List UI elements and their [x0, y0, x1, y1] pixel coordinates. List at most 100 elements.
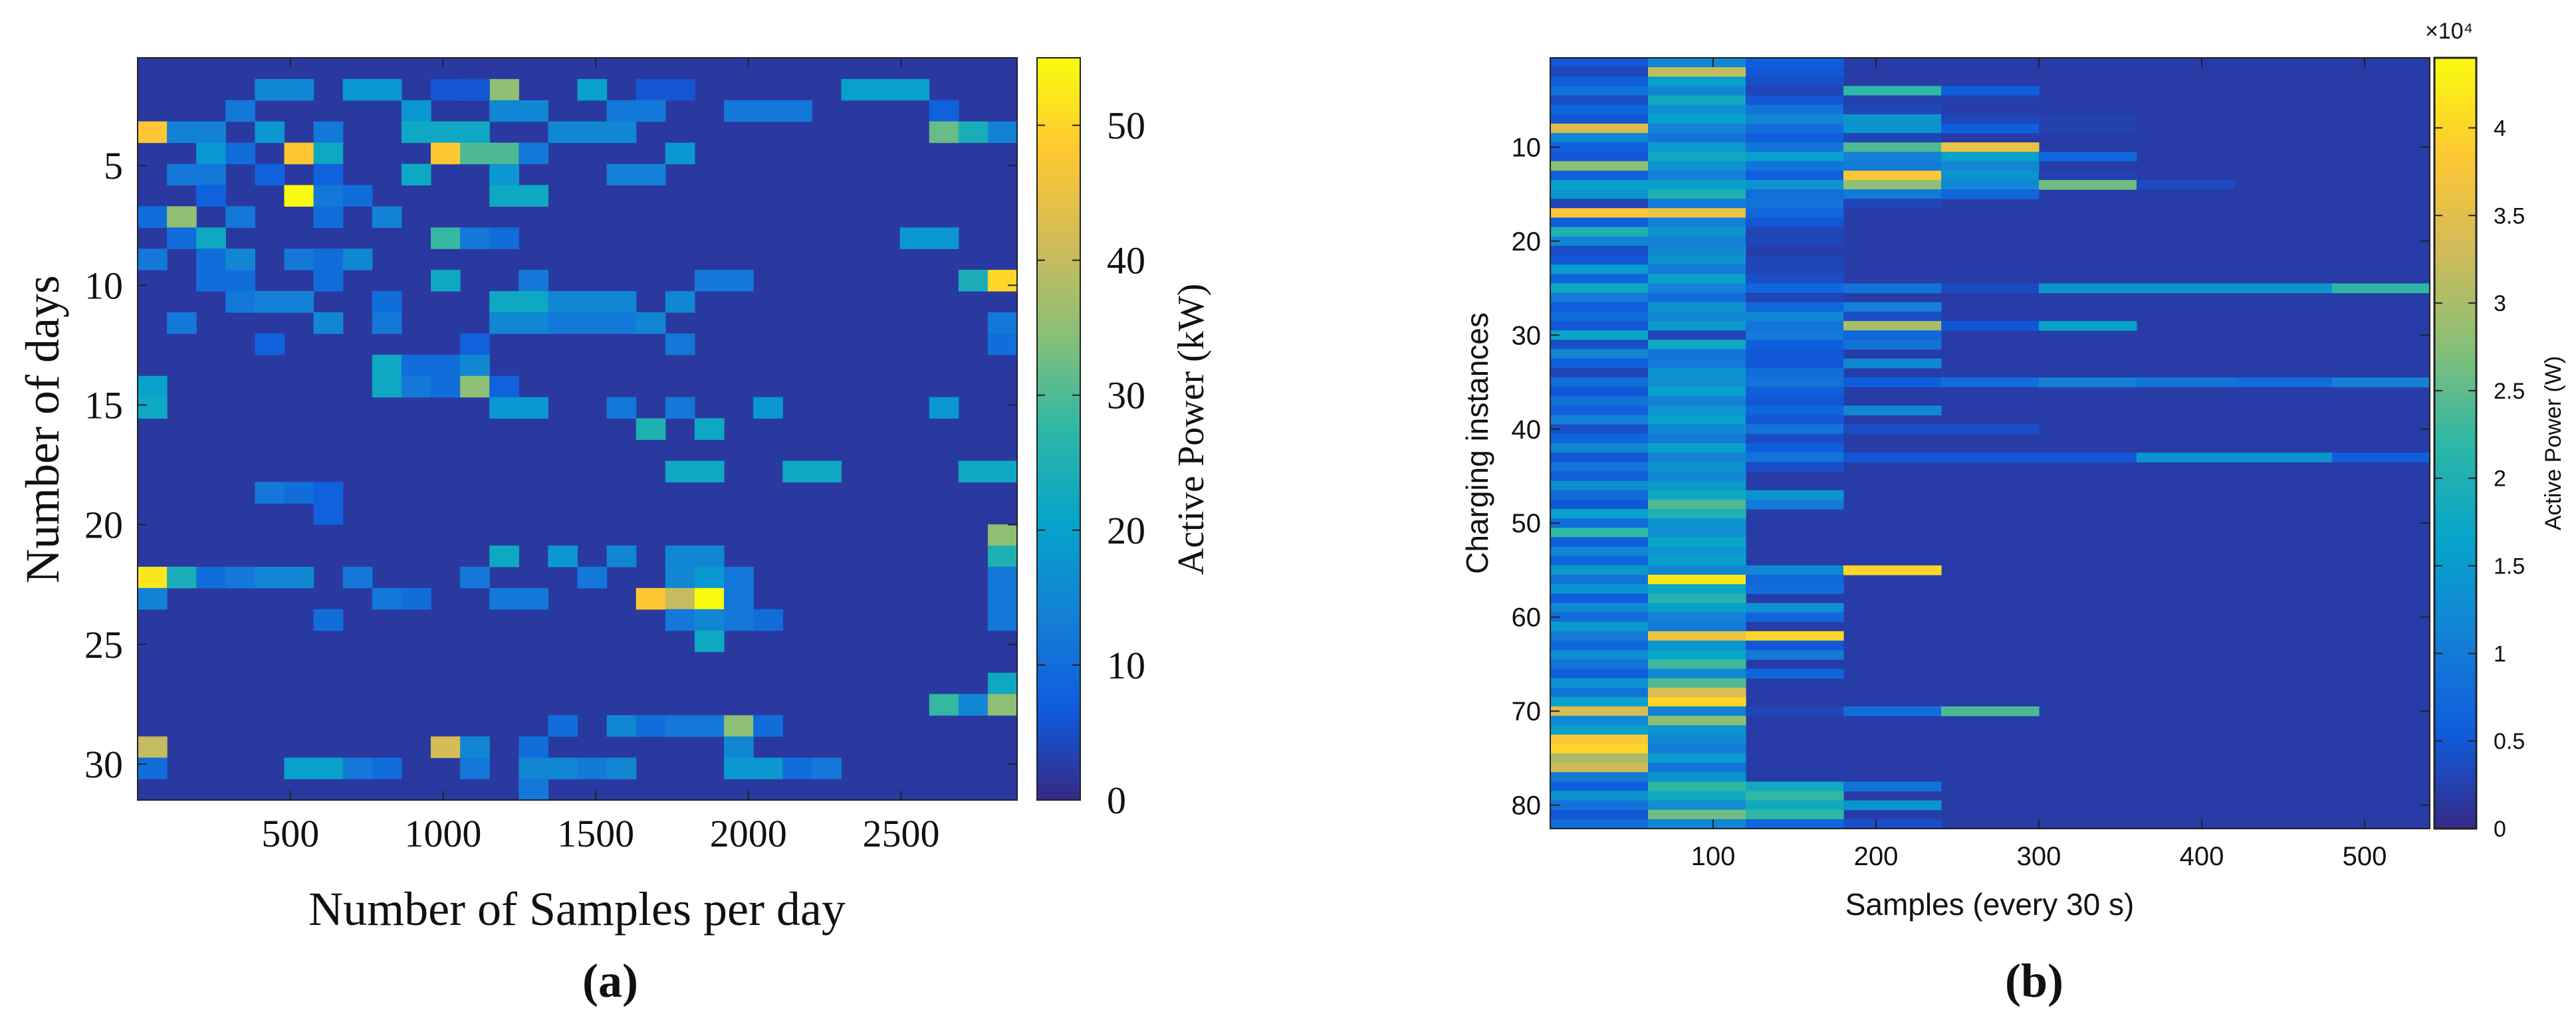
heatmap-cell	[606, 758, 637, 779]
heatmap-cell	[489, 375, 519, 398]
heatmap-cell	[1648, 114, 1746, 124]
heatmap-cell	[460, 736, 490, 758]
heatmap-cell	[1550, 405, 1649, 416]
heatmap-cell	[1648, 161, 1746, 171]
x-tick-label: 100	[1691, 842, 1736, 871]
heatmap-cell	[1550, 621, 1649, 632]
chart-a-colorbar-label: Active Power (kW)	[1171, 284, 1212, 575]
heatmap-cell	[1648, 104, 1746, 115]
heatmap-cell	[519, 587, 548, 610]
heatmap-cell	[431, 375, 461, 398]
heatmap-cell	[431, 736, 461, 758]
heatmap-cell	[1550, 781, 1649, 791]
heatmap-cell	[1648, 152, 1746, 162]
heatmap-cell	[636, 78, 695, 101]
heatmap-cell	[1746, 179, 1844, 190]
heatmap-cell	[401, 121, 490, 144]
heatmap-cell	[1941, 453, 2040, 462]
heatmap-cell	[1648, 217, 1746, 228]
heatmap-cell	[929, 694, 959, 716]
colorbar-tick-label: 2.5	[2494, 379, 2525, 404]
heatmap-cell	[987, 121, 1018, 144]
heatmap-cell	[489, 100, 548, 122]
colorbar-tick-label: 1	[2494, 641, 2506, 666]
heatmap-cell	[606, 100, 666, 122]
heatmap-cell	[1550, 687, 1649, 698]
heatmap-cell	[1550, 659, 1649, 670]
heatmap-cell	[1746, 443, 1844, 453]
heatmap-cell	[1648, 546, 1746, 557]
heatmap-cell	[1550, 321, 1649, 331]
chart-a-ticks: 500 1000 1500 2000 2500 5 10 15 20 25 30	[84, 58, 1017, 855]
heatmap-cell	[489, 291, 548, 313]
heatmap-cell	[1746, 584, 1844, 594]
heatmap-cell	[1648, 499, 1746, 510]
heatmap-cell	[665, 609, 695, 631]
heatmap-cell	[1550, 76, 1649, 86]
heatmap-cell	[313, 206, 344, 228]
heatmap-cell	[1843, 283, 1942, 294]
heatmap-cell	[1746, 142, 1844, 152]
heatmap-cell	[1550, 274, 1649, 284]
heatmap-cell	[1648, 133, 1746, 143]
heatmap-cell	[1648, 471, 1746, 482]
heatmap-cell	[284, 142, 314, 165]
heatmap-cell	[372, 587, 402, 610]
heatmap-cell	[284, 249, 314, 270]
heatmap-cell	[987, 333, 1018, 355]
heatmap-cell	[1648, 321, 1746, 331]
heatmap-cell	[1843, 706, 1942, 716]
heatmap-cell	[1746, 330, 1844, 340]
heatmap-cell	[1550, 245, 1649, 256]
x-tick-label: 2000	[710, 812, 787, 855]
heatmap-cell	[958, 694, 989, 716]
heatmap-cell	[548, 121, 637, 144]
chart-b-ylabel: Charging instances	[1460, 312, 1494, 574]
heatmap-cell	[987, 672, 1018, 694]
heatmap-cell	[1550, 800, 1649, 811]
heatmap-cell	[1648, 641, 1746, 651]
heatmap-cell	[1648, 424, 1746, 435]
heatmap-cell	[1843, 179, 1942, 190]
heatmap-cell	[1550, 114, 1649, 124]
heatmap-cell	[548, 715, 578, 737]
heatmap-cell	[1550, 584, 1649, 594]
heatmap-cell	[1550, 152, 1649, 162]
heatmap-cell	[1746, 641, 1844, 651]
chart-a-ylabel: Number of days	[16, 275, 69, 583]
heatmap-cell	[1746, 86, 1844, 96]
heatmap-cell	[1843, 424, 1942, 435]
heatmap-cell	[1648, 283, 1746, 294]
y-tick-label: 80	[1512, 791, 1542, 821]
heatmap-cell	[1550, 443, 1649, 453]
heatmap-cell	[1648, 179, 1746, 190]
heatmap-cell	[1648, 76, 1746, 86]
heatmap-cell	[1648, 706, 1746, 716]
heatmap-cell	[1746, 208, 1844, 218]
heatmap-cell	[2137, 179, 2235, 190]
heatmap-cell	[1648, 809, 1746, 820]
heatmap-cell	[1648, 142, 1746, 152]
heatmap-cell	[1648, 349, 1746, 359]
heatmap-cell	[1550, 330, 1649, 340]
heatmap-cell	[1648, 593, 1746, 603]
heatmap-cell	[812, 758, 842, 779]
heatmap-cell	[1550, 546, 1649, 557]
heatmap-cell	[1746, 199, 1844, 209]
heatmap-cell	[753, 397, 783, 419]
heatmap-cell	[1648, 575, 1746, 585]
heatmap-cell	[255, 78, 314, 101]
heatmap-cell	[1648, 95, 1746, 106]
heatmap-cell	[665, 333, 695, 355]
heatmap-cell	[1648, 763, 1746, 773]
heatmap-cell	[1648, 453, 1746, 462]
heatmap-cell	[1550, 471, 1649, 482]
heatmap-cell	[401, 375, 431, 398]
chart-a-colorbar-ticks: 0 10 20 30 40 50	[1037, 104, 1145, 822]
heatmap-cell	[1648, 744, 1746, 754]
heatmap-cell	[1843, 377, 1942, 387]
heatmap-cell	[313, 163, 344, 186]
heatmap-cell	[1746, 283, 1844, 294]
heatmap-cell	[2137, 453, 2235, 462]
colorbar-tick-label: 0	[2494, 817, 2506, 842]
